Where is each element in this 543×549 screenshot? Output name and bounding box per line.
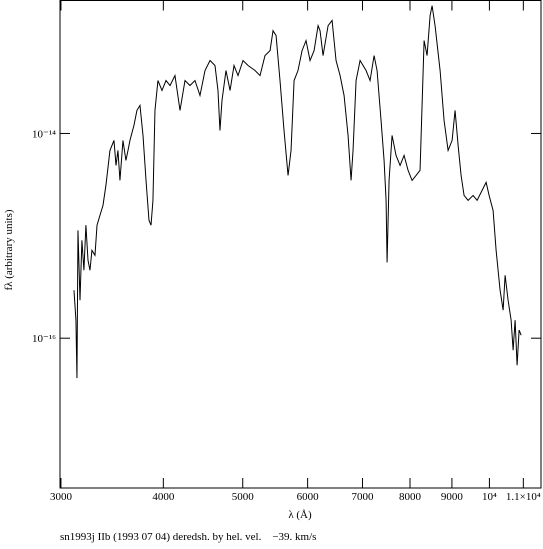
- x-tick-label: 6000: [297, 491, 320, 503]
- spectrum-line: [73, 5, 522, 379]
- x-tick-label: 8000: [399, 491, 422, 503]
- y-tick-label: 10⁻¹⁴: [32, 128, 56, 140]
- x-tick-label: 4000: [152, 491, 175, 503]
- y-tick-label: 10⁻¹⁶: [32, 333, 56, 345]
- x-tick-label: 10⁴: [482, 491, 497, 503]
- y-axis-label: fλ (arbitrary units): [3, 209, 15, 290]
- caption: sn1993j IIb (1993 07 04) deredsh. by hel…: [60, 531, 316, 543]
- x-tick-label: 9000: [441, 491, 464, 503]
- plot-frame: [59, 0, 542, 489]
- x-tick-label: 7000: [351, 491, 374, 503]
- x-tick-label: 1.1×10⁴: [506, 491, 541, 503]
- x-axis-label: λ (Å): [288, 509, 312, 521]
- x-tick-label: 5000: [232, 491, 255, 503]
- x-tick-label: 3000: [50, 491, 73, 503]
